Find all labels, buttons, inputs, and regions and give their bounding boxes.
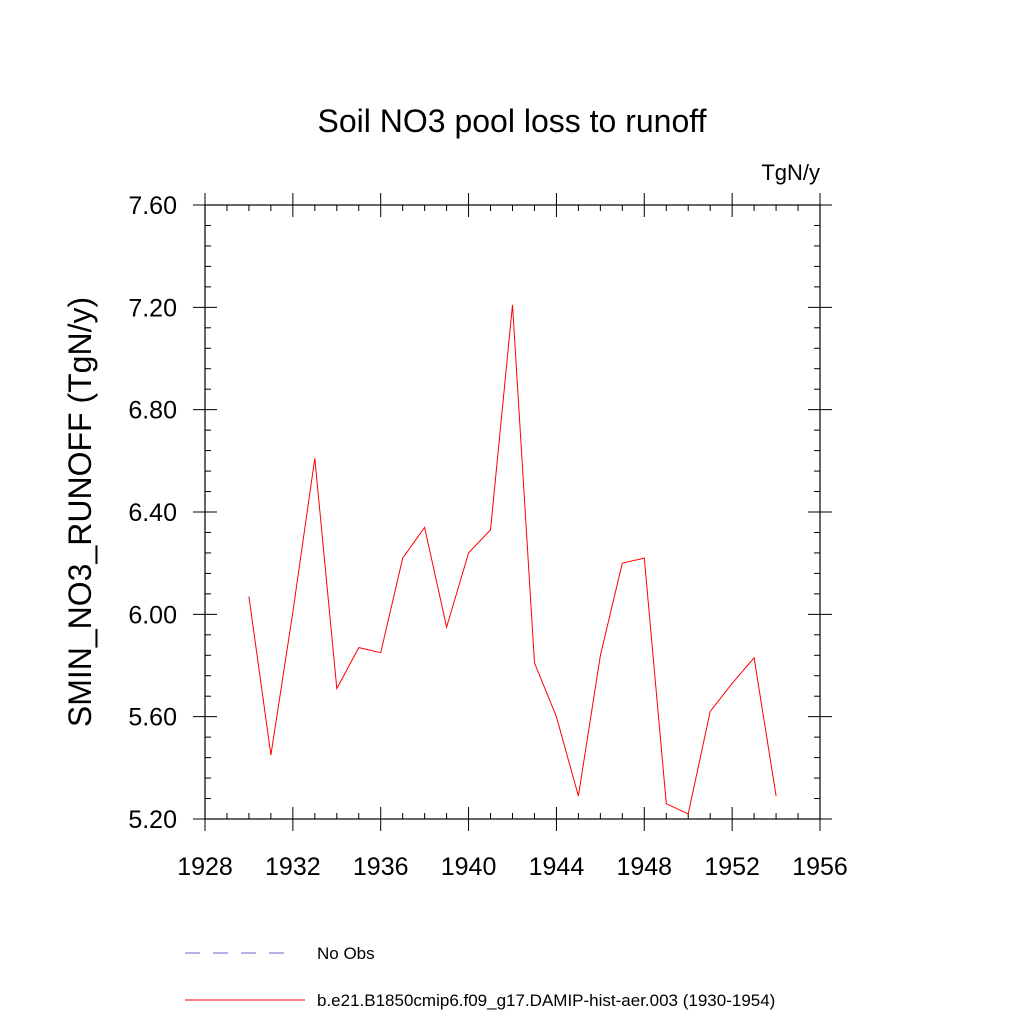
x-tick-label: 1952: [704, 853, 760, 881]
y-tick-label: 7.20: [128, 294, 177, 322]
x-tick-label: 1936: [353, 853, 409, 881]
series-line-0: [248, 304, 777, 815]
x-tick-label: 1944: [529, 853, 585, 881]
chart-title: Soil NO3 pool loss to runoff: [318, 103, 707, 139]
y-tick-label: 6.00: [128, 601, 177, 629]
legend: No Obs b.e21.B1850cmip6.f09_g17.DAMIP-hi…: [185, 944, 775, 1010]
y-tick-label: 7.60: [128, 192, 177, 220]
y-tick-label: 6.40: [128, 499, 177, 527]
y-axis-label: SMIN_NO3_RUNOFF (TgN/y): [62, 297, 98, 727]
x-tick-label: 1956: [792, 853, 848, 881]
units-label: TgN/y: [761, 160, 820, 185]
plot-frame: [204, 204, 821, 820]
x-tick-label: 1940: [441, 853, 497, 881]
y-tick-label: 6.80: [128, 397, 177, 425]
axis-ticks: [193, 193, 832, 831]
y-tick-label: 5.20: [128, 806, 177, 834]
x-tick-label: 1932: [265, 853, 321, 881]
legend-label-no-obs: No Obs: [317, 944, 375, 963]
x-tick-label: 1928: [177, 853, 233, 881]
x-tick-label: 1948: [616, 853, 672, 881]
axis-tick-labels: 1928 1932 1936 1940 1944 1948 1952 1956 5.20 5.60…: [128, 192, 847, 881]
legend-label-model-run: b.e21.B1850cmip6.f09_g17.DAMIP-hist-aer.…: [317, 991, 775, 1010]
series-lines: [248, 304, 777, 815]
y-tick-label: 5.60: [128, 704, 177, 732]
